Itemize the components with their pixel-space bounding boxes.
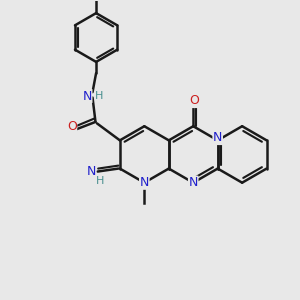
Text: N: N bbox=[188, 176, 198, 189]
Text: N: N bbox=[82, 90, 92, 103]
Text: H: H bbox=[95, 91, 103, 101]
Text: O: O bbox=[190, 94, 200, 107]
Text: N: N bbox=[86, 165, 96, 178]
Text: H: H bbox=[96, 176, 105, 186]
Text: N: N bbox=[213, 131, 222, 145]
Text: N: N bbox=[140, 176, 149, 189]
Text: O: O bbox=[67, 121, 77, 134]
